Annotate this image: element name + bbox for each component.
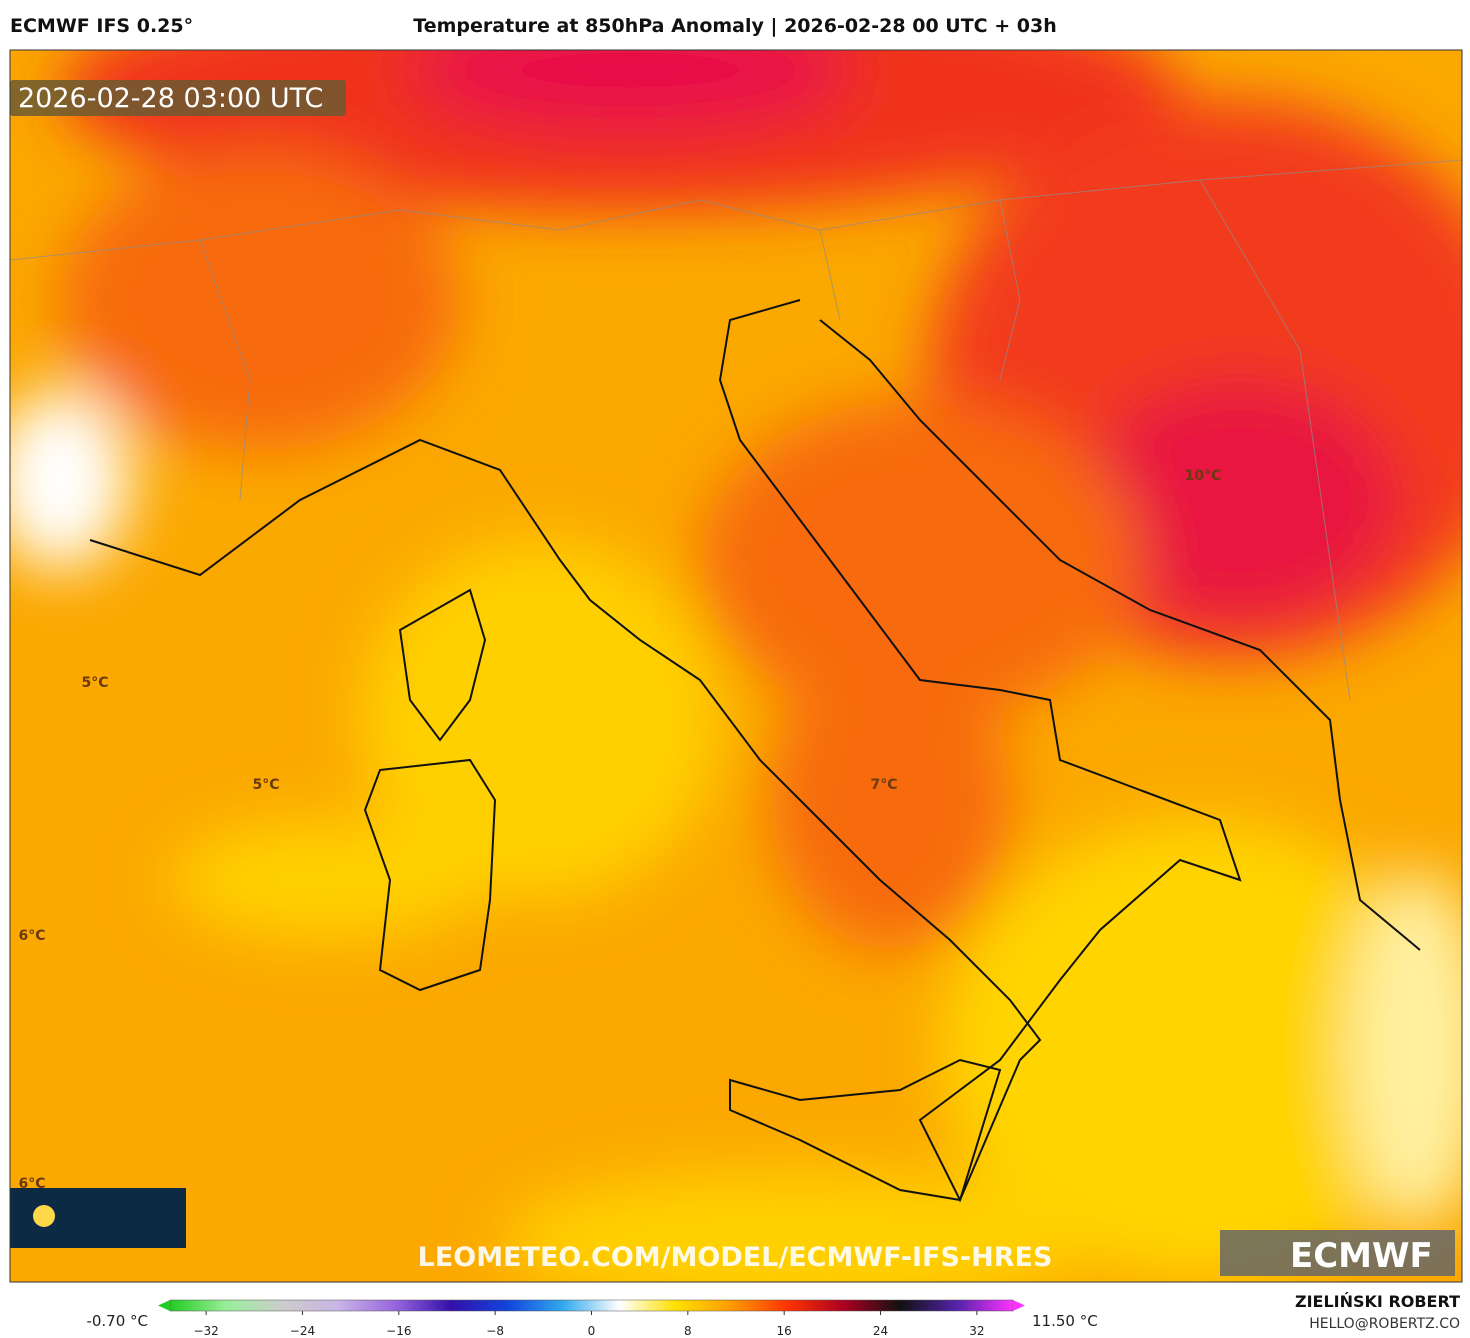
model-name: ECMWF IFS 0.25° — [10, 15, 193, 37]
colorbar-scale — [169, 1299, 1014, 1312]
map — [10, 50, 1462, 1282]
logo: ECMWF — [1290, 1236, 1433, 1276]
author: ZIELIŃSKI ROBERT — [1295, 1292, 1460, 1311]
isotherm-label: 10°C — [1185, 468, 1222, 484]
colorbar-tick-label: 16 — [777, 1324, 792, 1338]
colorbar-tick-label: −24 — [290, 1324, 315, 1338]
coastline — [89, 299, 1421, 1203]
timestamp: 2026-02-28 03:00 UTC — [18, 83, 323, 114]
colorbar-low-end — [158, 1300, 170, 1311]
colorbar-tick-label: −32 — [193, 1324, 218, 1338]
email: HELLO@ROBERTZ.CO — [1309, 1316, 1460, 1332]
colorbar-tick-label: 8 — [684, 1324, 692, 1338]
isotherm-labels: 5°C 5°C 6°C 6°C 10°C 7°C — [18, 468, 1221, 1192]
borders — [10, 159, 1462, 701]
map-title: Temperature at 850hPa Anomaly | 2026-02-… — [413, 15, 1056, 37]
colorbar-tick-label: 32 — [969, 1324, 984, 1338]
colorbar-tick-label: 24 — [873, 1324, 888, 1338]
colorbar-min: -0.70 °C — [86, 1312, 148, 1330]
watermark: LEOMETEO.COM/MODEL/ECMWF-IFS-HRES — [418, 1242, 1053, 1273]
colorbar-tick-label: −16 — [386, 1324, 411, 1338]
isotherm-label: 6°C — [18, 928, 45, 944]
isotherm-label: 5°C — [252, 777, 279, 793]
isotherm-label: 6°C — [18, 1176, 45, 1192]
colorbar: −32 −24 −16 −8 0 8 16 24 32 — [158, 1299, 1025, 1338]
colorbar-tick-label: 0 — [588, 1324, 596, 1338]
isotherm-label: 5°C — [81, 675, 108, 691]
isotherm-label: 7°C — [870, 777, 897, 793]
colorbar-max: 11.50 °C — [1032, 1312, 1098, 1330]
colorbar-tick-label: −8 — [486, 1324, 504, 1338]
colorbar-high-end — [1013, 1300, 1025, 1311]
